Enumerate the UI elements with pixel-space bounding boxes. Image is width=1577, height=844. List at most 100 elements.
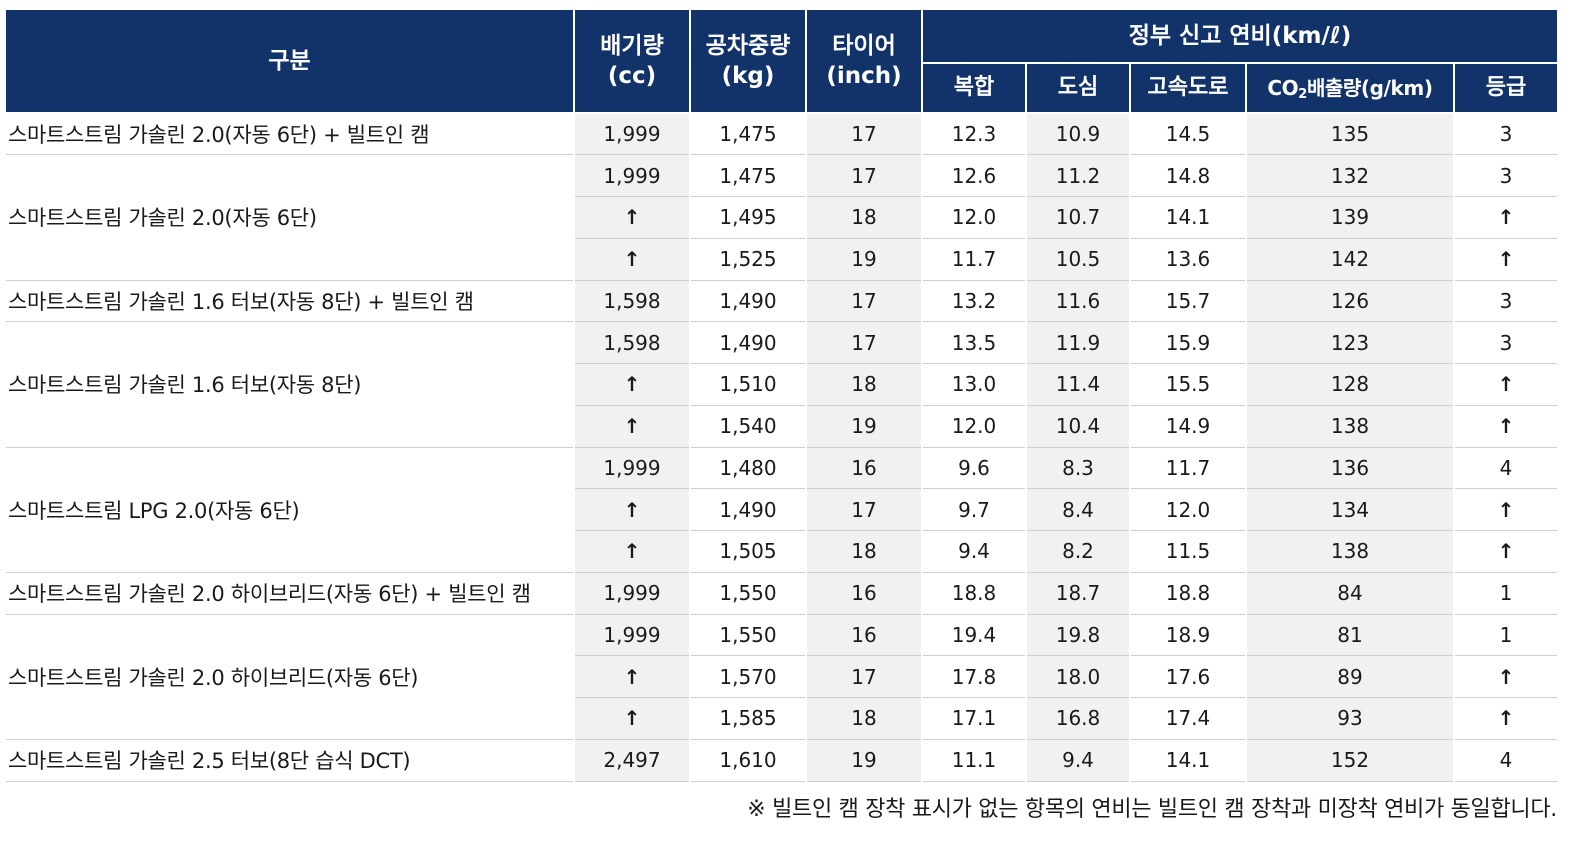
displacement-cell: 1,598 [573,321,690,364]
tire-cell: 17 [805,655,922,698]
table-row: 스마트스트림 가솔린 1.6 터보(자동 8단) + 빌트인 캠 1,598 1,4… [6,280,1557,323]
combined-cell: 9.7 [921,488,1026,531]
table-row: ↑ 1,490 17 9.7 8.4 12.0 134 ↑ [6,488,1557,531]
table-row: ↑ 1,495 18 12.0 10.7 14.1 139 ↑ [6,196,1557,239]
grade-cell: 1 [1453,614,1557,657]
displacement-cell: 1,999 [573,154,690,197]
tire-cell: 17 [805,280,922,323]
table-row: 스마트스트림 LPG 2.0(자동 6단) 1,999 1,480 16 9.6 8.3 1… [6,447,1557,573]
city-cell: 8.3 [1025,447,1130,490]
combined-cell: 11.1 [921,739,1026,782]
table-row: 스마트스트림 가솔린 2.0 하이브리드(자동 6단) 1,999 1,550 16 1… [6,614,1557,740]
header-category: 구분 [6,10,574,113]
co2-cell: 93 [1245,697,1454,740]
curb-weight-cell: 1,490 [689,280,806,323]
header-tire: 타이어 (inch) [805,10,922,113]
co2-cell: 138 [1245,405,1454,448]
table-row: ↑ 1,510 18 13.0 11.4 15.5 128 ↑ [6,363,1557,406]
co2-cell: 126 [1245,280,1454,323]
header-fuel-economy-group: 정부 신고 연비(km/ℓ) [921,10,1557,64]
displacement-cell: 1,999 [573,572,690,615]
displacement-cell: ↑ [573,405,690,448]
highway-cell: 15.5 [1129,363,1246,406]
displacement-cell: 1,999 [573,447,690,490]
co2-cell: 132 [1245,154,1454,197]
combined-cell: 9.4 [921,530,1026,573]
tire-cell: 18 [805,363,922,406]
table-row: ↑ 1,570 17 17.8 18.0 17.6 89 ↑ [6,655,1557,698]
co2-cell: 136 [1245,447,1454,490]
header-co2-emission: CO2배출량(g/km) [1245,63,1454,113]
combined-cell: 13.0 [921,363,1026,406]
city-cell: 9.4 [1025,739,1130,782]
highway-cell: 17.6 [1129,655,1246,698]
highway-cell: 11.5 [1129,530,1246,573]
tire-cell: 19 [805,739,922,782]
highway-cell: 15.9 [1129,321,1246,364]
displacement-cell: 2,497 [573,739,690,782]
model-name-cell: 스마트스트림 가솔린 2.5 터보(8단 습식 DCT) [6,739,574,782]
grade-cell: ↑ [1453,405,1557,448]
curb-weight-cell: 1,475 [689,154,806,197]
displacement-cell: ↑ [573,655,690,698]
tire-cell: 17 [805,112,922,156]
header-highway: 고속도로 [1129,63,1246,113]
highway-cell: 14.5 [1129,112,1246,156]
city-cell: 11.2 [1025,154,1130,197]
highway-cell: 14.1 [1129,739,1246,782]
highway-cell: 12.0 [1129,488,1246,531]
model-name-cell: 스마트스트림 가솔린 2.0 하이브리드(자동 6단) [6,614,574,740]
header-combined: 복합 [921,63,1026,113]
curb-weight-cell: 1,475 [689,112,806,156]
city-cell: 16.8 [1025,697,1130,740]
displacement-cell: ↑ [573,530,690,573]
table-row: 스마트스트림 가솔린 2.0 하이브리드(자동 6단) + 빌트인 캠 1,999… [6,572,1557,615]
combined-cell: 19.4 [921,614,1026,657]
table-row: 스마트스트림 가솔린 2.0(자동 6단) + 빌트인 캠 1,999 1,475 1… [6,112,1557,156]
curb-weight-cell: 1,540 [689,405,806,448]
combined-cell: 12.0 [921,196,1026,239]
combined-cell: 12.0 [921,405,1026,448]
grade-cell: 1 [1453,572,1557,615]
city-cell: 11.9 [1025,321,1130,364]
header-curb-weight: 공차중량 (kg) [689,10,806,113]
curb-weight-cell: 1,510 [689,363,806,406]
highway-cell: 14.8 [1129,154,1246,197]
model-name-cell: 스마트스트림 가솔린 2.0 하이브리드(자동 6단) + 빌트인 캠 [6,572,574,615]
table-row: ↑ 1,540 19 12.0 10.4 14.9 138 ↑ [6,405,1557,448]
displacement-cell: 1,598 [573,280,690,323]
tire-cell: 16 [805,614,922,657]
grade-cell: 3 [1453,154,1557,197]
highway-cell: 18.8 [1129,572,1246,615]
displacement-cell: ↑ [573,196,690,239]
grade-cell: ↑ [1453,655,1557,698]
grade-cell: 4 [1453,447,1557,490]
combined-cell: 12.3 [921,112,1026,156]
co2-suffix: 배출량(g/km) [1306,76,1433,100]
displacement-cell: ↑ [573,238,690,281]
curb-weight-cell: 1,495 [689,196,806,239]
co2-prefix: CO [1267,76,1299,100]
highway-cell: 11.7 [1129,447,1246,490]
grade-cell: ↑ [1453,697,1557,740]
table-row: ↑ 1,505 18 9.4 8.2 11.5 138 ↑ [6,530,1557,573]
co2-cell: 134 [1245,488,1454,531]
city-cell: 10.7 [1025,196,1130,239]
co2-cell: 123 [1245,321,1454,364]
highway-cell: 17.4 [1129,697,1246,740]
grade-cell: ↑ [1453,196,1557,239]
curb-weight-cell: 1,610 [689,739,806,782]
grade-cell: ↑ [1453,238,1557,281]
tire-cell: 19 [805,405,922,448]
combined-cell: 13.2 [921,280,1026,323]
combined-cell: 18.8 [921,572,1026,615]
displacement-cell: ↑ [573,363,690,406]
curb-weight-cell: 1,525 [689,238,806,281]
co2-subscript: 2 [1298,87,1307,102]
co2-cell: 81 [1245,614,1454,657]
grade-cell: 3 [1453,112,1557,156]
displacement-cell: 1,999 [573,112,690,156]
header-grade: 등급 [1453,63,1557,113]
co2-cell: 142 [1245,238,1454,281]
table-body: 스마트스트림 가솔린 2.0(자동 6단) + 빌트인 캠 1,999 1,475 1… [6,112,1557,782]
